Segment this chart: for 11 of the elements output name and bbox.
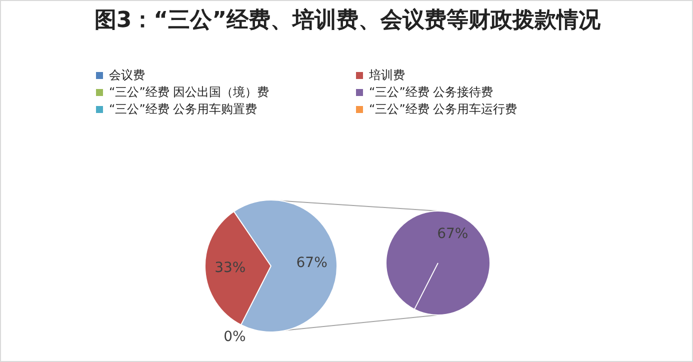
legend-label: 培训费: [368, 67, 406, 84]
legend-label: “三公”经费 因公出国（境）费: [108, 84, 270, 101]
chart-title: 图3：“三公”经费、培训费、会议费等财政拨款情况: [93, 7, 602, 35]
legend-label: “三公”经费 公务接待费: [368, 84, 494, 101]
text: 0%: [224, 328, 246, 345]
legend-label: “三公”经费 公务用车运行费: [368, 101, 518, 118]
data-label: 67%: [296, 255, 328, 272]
data-label: 33%: [214, 260, 246, 276]
legend-label: 会议费: [108, 67, 146, 84]
data-label: 67%: [437, 226, 468, 242]
legend-label: “三公”经费 公务用车购置费: [108, 101, 258, 118]
